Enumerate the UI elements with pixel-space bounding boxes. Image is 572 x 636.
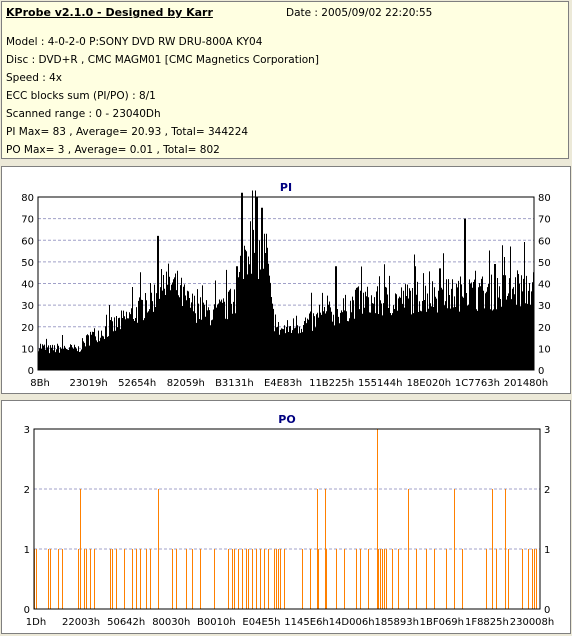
pi-xtick-label: 18E020h [407, 378, 451, 389]
pi-xtick-label: 11B225h [309, 378, 354, 389]
pi-ytick-left: 50 [21, 258, 34, 269]
po-chart-panel: 0 0 1 1 2 2 3 3 PO 1Dh 22003h 50642h 80030h B0010h E04… [1, 400, 571, 634]
pi-xtick-label: 8Bh [30, 378, 50, 389]
pi-ytick-right: 40 [538, 280, 551, 291]
po-xtick-label: 1BF069h [420, 617, 464, 628]
po-chart-title: PO [278, 413, 295, 426]
pi-xtick-label: E4E83h [264, 378, 302, 389]
po-ytick-left: 3 [24, 425, 30, 436]
pi-chart-title: PI [280, 181, 292, 194]
po-xtick-label: 230008h [510, 617, 555, 628]
pi-ytick-left: 70 [21, 215, 34, 226]
app-title: KProbe v2.1.0 - Designed by Karr [6, 6, 213, 19]
pi-ytick-right: 80 [538, 193, 551, 204]
pi-ytick-right: 10 [538, 344, 551, 355]
speed-line: Speed : 4x [6, 72, 63, 84]
pi-summary-line: PI Max= 83 , Average= 20.93 , Total= 344… [6, 126, 249, 138]
po-ytick-left: 1 [24, 545, 30, 556]
pi-xtick-label: 52654h [118, 378, 156, 389]
po-chart: 0 0 1 1 2 2 3 3 PO 1Dh 22003h 50642h 80030h B0010h E04… [24, 413, 555, 628]
po-plot-area [33, 428, 541, 610]
po-plot-border [33, 428, 541, 610]
pi-ytick-right: 0 [538, 366, 544, 377]
pi-ytick-right: 70 [538, 215, 551, 226]
scan-date: Date : 2005/09/02 22:20:55 [286, 7, 433, 19]
pi-chart-panel: 0 0 10 10 20 20 30 30 40 40 50 50 60 60 70 70 80 80 PI 8Bh 2… [1, 166, 571, 394]
po-ytick-left: 0 [24, 605, 30, 616]
po-xtick-label: 1145E6h [284, 617, 328, 628]
pi-ytick-left: 30 [21, 301, 34, 312]
pi-ytick-left: 20 [21, 323, 34, 334]
po-xtick-label: 1F8825h [465, 617, 509, 628]
pi-plot-border [37, 196, 535, 371]
pi-ytick-left: 80 [21, 193, 34, 204]
pi-xtick-label: 1C7763h [455, 378, 500, 389]
pi-ytick-right: 20 [538, 323, 551, 334]
pi-ytick-left: 60 [21, 236, 34, 247]
po-xtick-label: 14D006h [329, 617, 375, 628]
pi-xtick-label: B3131h [215, 378, 254, 389]
pi-xtick-label: 155144h [358, 378, 403, 389]
po-xtick-label: 1Dh [26, 617, 46, 628]
pi-ytick-right: 60 [538, 236, 551, 247]
pi-ytick-right: 50 [538, 258, 551, 269]
po-xtick-label: 80030h [152, 617, 190, 628]
pi-chart: 0 0 10 10 20 20 30 30 40 40 50 50 60 60 70 70 80 80 PI 8Bh 2… [21, 181, 551, 389]
pi-xtick-label: 23019h [70, 378, 108, 389]
po-summary-line: PO Max= 3 , Average= 0.01 , Total= 802 [6, 144, 220, 156]
pi-ytick-left: 10 [21, 344, 34, 355]
pi-xtick-label: 201480h [504, 378, 549, 389]
po-bars-peaks [80, 429, 506, 609]
po-xtick-label: 185893h [374, 617, 419, 628]
ecc-line: ECC blocks sum (PI/PO) : 8/1 [6, 90, 156, 102]
po-xtick-label: E04E5h [242, 617, 280, 628]
po-ytick-right: 2 [544, 485, 550, 496]
pi-ytick-left: 40 [21, 280, 34, 291]
pi-ytick-left: 0 [28, 366, 34, 377]
po-ytick-left: 2 [24, 485, 30, 496]
pi-xtick-label: 82059h [167, 378, 205, 389]
info-panel: KProbe v2.1.0 - Designed by Karr Date : … [1, 1, 569, 159]
range-line: Scanned range : 0 - 23040Dh [6, 108, 161, 120]
disc-line: Disc : DVD+R , CMC MAGM01 [CMC Magnetics… [6, 54, 319, 66]
po-ytick-right: 3 [544, 425, 550, 436]
po-xtick-label: 50642h [107, 617, 145, 628]
po-xtick-label: 22003h [62, 617, 100, 628]
pi-ytick-right: 30 [538, 301, 551, 312]
po-ytick-right: 0 [544, 605, 550, 616]
po-xtick-label: B0010h [197, 617, 236, 628]
model-line: Model : 4-0-2-0 P:SONY DVD RW DRU-800A K… [6, 36, 263, 48]
po-ytick-right: 1 [544, 545, 550, 556]
